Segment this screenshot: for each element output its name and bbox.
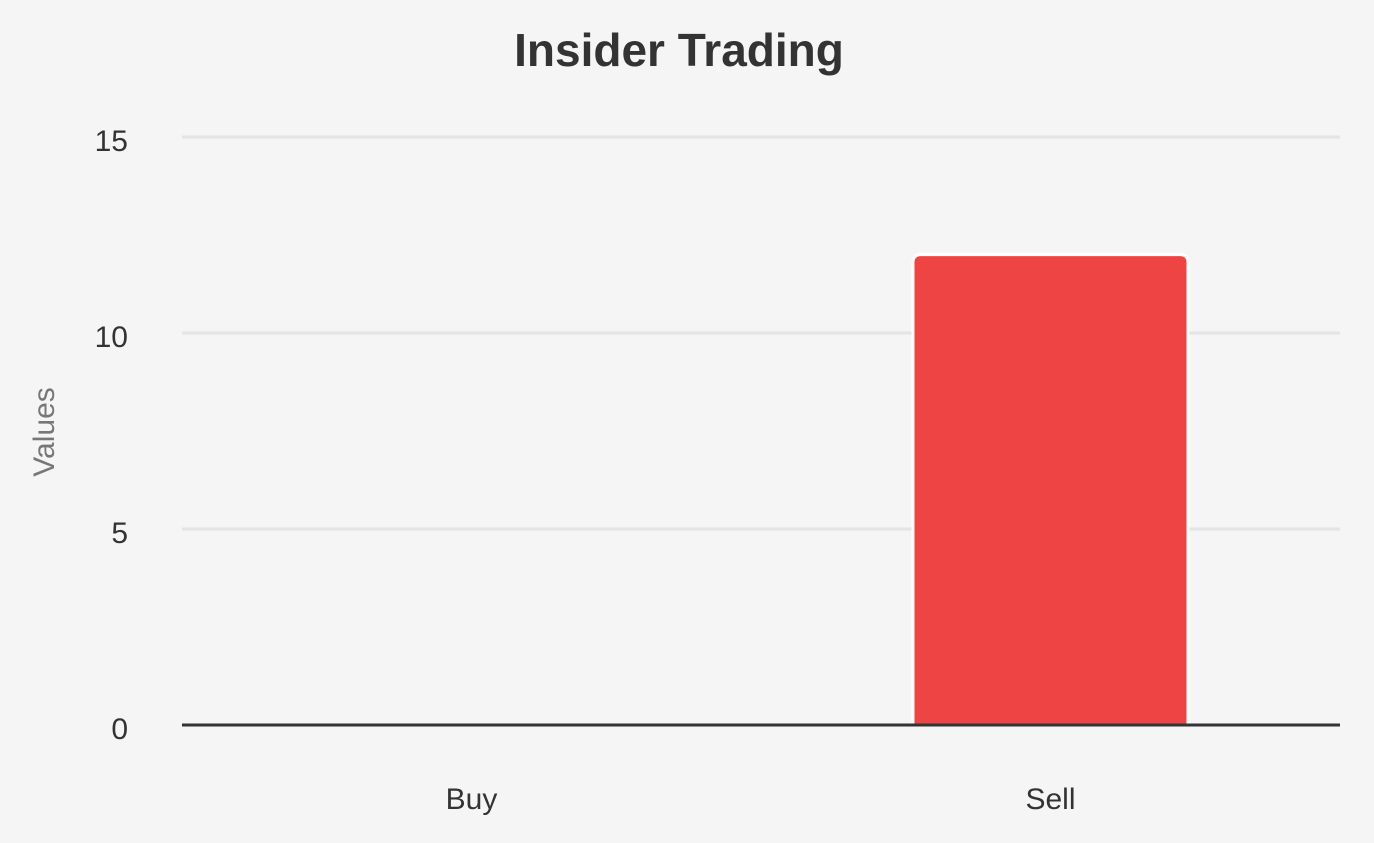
y-tick-label: 15 <box>95 125 128 158</box>
y-tick-label: 10 <box>95 321 128 354</box>
x-tick-label: Buy <box>446 783 498 816</box>
chart-title: Insider Trading <box>514 24 844 76</box>
y-tick-label: 5 <box>111 517 128 550</box>
bar <box>911 253 1190 727</box>
y-axis-label: Values <box>28 387 61 477</box>
y-tick-label: 0 <box>111 713 128 746</box>
x-tick-label: Sell <box>1025 783 1075 816</box>
